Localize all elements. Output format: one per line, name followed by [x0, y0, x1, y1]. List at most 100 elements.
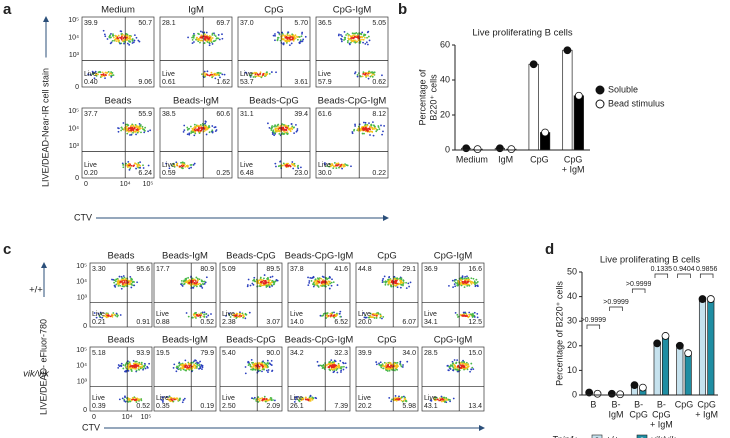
event-dot: [329, 165, 332, 167]
event-dot: [474, 283, 476, 286]
event-dot: [370, 126, 373, 129]
event-dot: [371, 128, 374, 131]
event-dot: [366, 72, 369, 74]
event-dot: [181, 161, 184, 164]
x-tick-label: IgM: [608, 409, 623, 419]
event-dot: [221, 33, 223, 36]
event-dot: [178, 361, 181, 364]
event-dot: [109, 315, 112, 318]
plot-frame: [153, 262, 217, 328]
event-dot: [194, 280, 197, 282]
event-dot: [310, 280, 313, 282]
event-dot: [184, 278, 187, 280]
event-dot: [127, 365, 130, 368]
event-dot: [395, 279, 397, 282]
event-dot: [134, 398, 137, 401]
event-dot: [307, 284, 310, 287]
y-tick-label: 10⁴: [68, 126, 79, 133]
event-dot: [262, 74, 265, 76]
event-dot: [129, 129, 132, 132]
event-dot: [292, 39, 295, 42]
legend-label: +/+: [606, 434, 619, 438]
legend-label: Soluble: [608, 84, 638, 94]
gate-label: Live: [358, 395, 371, 402]
event-dot: [261, 362, 264, 365]
event-dot: [259, 278, 262, 281]
density-plot: [81, 107, 155, 179]
event-dot: [268, 127, 271, 129]
event-dot: [205, 276, 208, 279]
event-dot: [133, 284, 136, 287]
event-dot: [394, 397, 397, 399]
plot-title: CpG-IgM: [434, 335, 473, 346]
event-dot: [201, 282, 204, 285]
legend-swatch: [636, 434, 648, 438]
event-dot: [108, 34, 111, 37]
event-dot: [214, 77, 217, 80]
quadrant-value: 20.0: [358, 319, 372, 326]
event-dot: [463, 286, 466, 289]
event-dot: [129, 362, 131, 365]
event-dot: [130, 133, 133, 136]
event-dot: [454, 278, 456, 281]
event-dot: [440, 395, 443, 398]
event-dot: [400, 281, 403, 284]
event-dot: [172, 367, 175, 369]
event-dot: [315, 282, 318, 285]
event-dot: [390, 364, 393, 367]
event-dot: [286, 36, 289, 39]
event-dot: [203, 72, 206, 74]
event-dot: [196, 361, 198, 364]
event-dot: [332, 165, 335, 168]
plot-frame: [355, 262, 419, 328]
event-dot: [344, 362, 347, 365]
event-dot: [350, 165, 352, 168]
event-dot: [467, 316, 470, 319]
event-dot: [339, 315, 342, 318]
event-dot: [115, 40, 118, 43]
event-dot: [293, 162, 296, 165]
event-dot: [474, 285, 477, 288]
p-value: 0.1335: [651, 266, 673, 273]
event-dot: [180, 364, 182, 367]
event-dot: [362, 34, 365, 37]
event-dot: [466, 283, 469, 286]
event-dot: [364, 314, 367, 317]
event-dot: [369, 312, 372, 315]
event-dot: [244, 317, 247, 320]
y-tick-label: 20: [440, 109, 450, 119]
event-dot: [343, 31, 346, 33]
event-dot: [200, 126, 203, 129]
event-dot: [191, 127, 194, 130]
event-dot: [449, 400, 451, 403]
event-dot: [362, 38, 365, 41]
event-dot: [97, 71, 100, 74]
event-dot: [293, 132, 296, 135]
event-dot: [269, 276, 272, 279]
event-dot: [386, 370, 389, 372]
event-dot: [393, 278, 396, 280]
density-plot: [89, 262, 153, 328]
event-dot: [209, 73, 212, 76]
event-dot: [361, 75, 364, 78]
event-dot: [267, 365, 269, 368]
event-dot: [338, 166, 340, 169]
event-dot: [122, 163, 125, 166]
event-dot: [193, 315, 196, 318]
event-dot: [465, 277, 468, 280]
event-dot: [328, 165, 331, 168]
gate-label: Live: [358, 311, 371, 318]
plot-title: Beads: [108, 251, 135, 262]
event-dot: [279, 125, 282, 127]
event-dot: [185, 369, 187, 372]
event-dot: [217, 37, 220, 40]
event-dot: [381, 133, 384, 136]
event-dot: [276, 124, 279, 127]
event-dot: [253, 362, 256, 365]
event-dot: [258, 365, 261, 368]
event-dot: [277, 31, 279, 34]
event-dot: [179, 369, 182, 371]
y-tick-label: 30: [567, 316, 577, 326]
event-dot: [469, 281, 472, 284]
event-dot: [332, 167, 335, 170]
